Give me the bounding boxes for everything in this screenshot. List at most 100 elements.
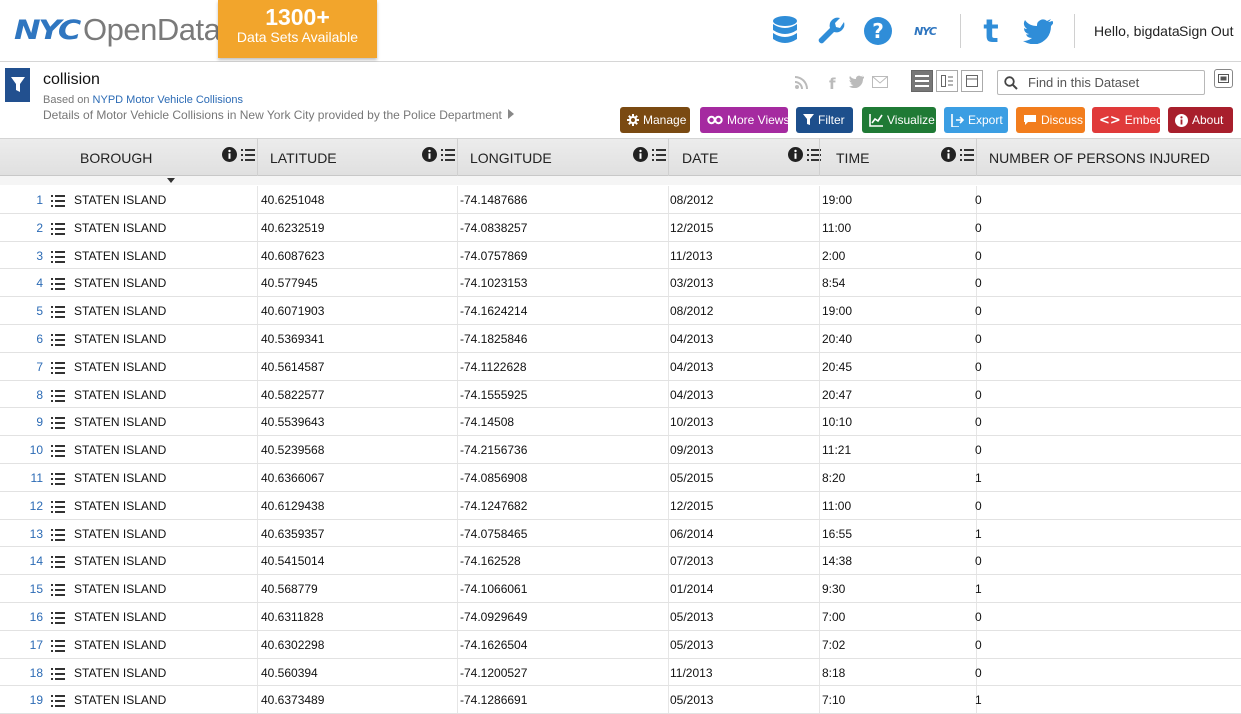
row-menu-icon[interactable] (51, 555, 65, 569)
cell-time[interactable]: 19:00 (822, 193, 853, 207)
fullscreen-button[interactable] (1214, 69, 1233, 88)
cell-longitude[interactable]: -74.0929649 (460, 609, 528, 624)
cell-latitude[interactable]: 40.5239568 (261, 443, 325, 458)
sign-out-link[interactable]: Sign Out (1179, 23, 1234, 39)
cell-borough[interactable]: STATEN ISLAND (74, 582, 167, 597)
cell-persons-injured[interactable]: 0 (975, 220, 982, 235)
cell-date[interactable]: 11/2013 (670, 248, 713, 263)
cell-longitude[interactable]: -74.1247682 (460, 498, 528, 513)
cell-latitude[interactable]: 40.560394 (261, 665, 318, 680)
cell-borough[interactable]: STATEN ISLAND (74, 637, 167, 652)
table-row[interactable]: 12 STATEN ISLAND 40.6129438 -74.1247682 12/2… (0, 491, 1241, 520)
help-icon[interactable]: ? (861, 14, 895, 48)
cell-time[interactable]: 7:10 (822, 693, 846, 708)
table-row[interactable]: 10 STATEN ISLAND 40.5239568 -74.2156736 09/2… (0, 436, 1241, 464)
cell-persons-injured[interactable]: 0 (975, 248, 982, 263)
table-row[interactable]: 11 STATEN ISLAND 40.6366067 -74.0856908 05/2… (0, 463, 1241, 492)
cell-borough[interactable]: STATEN ISLAND (74, 276, 167, 291)
row-number[interactable]: 16 (29, 609, 43, 624)
row-menu-icon[interactable] (51, 667, 65, 680)
column-header-time[interactable]: TIME (836, 139, 869, 176)
row-number[interactable]: 15 (29, 582, 43, 597)
column-header-longitude[interactable]: LONGITUDE (470, 139, 552, 176)
cell-persons-injured[interactable]: 1 (975, 526, 982, 541)
discuss-button[interactable]: Discuss (1016, 107, 1085, 133)
row-menu-icon[interactable] (51, 389, 65, 402)
table-row[interactable]: 4 STATEN ISLAND 40.577945 -74.1023153 03/201… (0, 269, 1241, 298)
cell-longitude[interactable]: -74.1066061 (460, 582, 528, 597)
table-row[interactable]: 1 STATEN ISLAND 40.6251048 -74.1487686 08/20… (0, 186, 1241, 214)
cell-time[interactable]: 11:00 (822, 220, 852, 235)
wrench-icon[interactable] (815, 14, 849, 48)
cell-borough[interactable]: STATEN ISLAND (74, 193, 167, 207)
row-menu-icon[interactable] (51, 305, 65, 319)
cell-longitude[interactable]: -74.1023153 (460, 276, 528, 291)
cell-longitude[interactable]: -74.1286691 (460, 693, 528, 708)
table-row[interactable]: 17 STATEN ISLAND 40.6302298 -74.1626504 05/2… (0, 630, 1241, 659)
manage-button[interactable]: Manage (620, 107, 690, 133)
cell-date[interactable]: 01/2014 (670, 582, 714, 597)
dataset-description[interactable]: Details of Motor Vehicle Collisions in N… (43, 108, 514, 122)
row-number[interactable]: 10 (29, 443, 43, 458)
table-row[interactable]: 15 STATEN ISLAND 40.568779 -74.1066061 01/20… (0, 575, 1241, 603)
cell-time[interactable]: 8:54 (822, 276, 846, 291)
cell-latitude[interactable]: 40.5614587 (261, 359, 325, 374)
cell-latitude[interactable]: 40.6129438 (261, 498, 325, 513)
row-menu-icon[interactable] (51, 250, 65, 263)
cell-persons-injured[interactable]: 1 (975, 470, 982, 485)
page-view-toggle[interactable] (936, 70, 958, 92)
cell-persons-injured[interactable]: 0 (975, 637, 982, 652)
nyc-icon[interactable]: NYC (914, 24, 937, 38)
cell-borough[interactable]: STATEN ISLAND (74, 387, 167, 402)
cell-time[interactable]: 11:00 (822, 498, 852, 513)
row-number[interactable]: 14 (29, 554, 43, 569)
cell-borough[interactable]: STATEN ISLAND (74, 304, 167, 319)
table-row[interactable]: 9 STATEN ISLAND 40.5539643 -74.14508 10/2013… (0, 408, 1241, 437)
cell-time[interactable]: 20:40 (822, 331, 853, 346)
cell-time[interactable]: 10:10 (822, 415, 853, 430)
expand-triangle-icon[interactable] (507, 109, 514, 119)
table-row[interactable]: 13 STATEN ISLAND 40.6359357 -74.0758465 06/2… (0, 519, 1241, 548)
cell-persons-injured[interactable]: 0 (975, 554, 982, 569)
column-info-icon[interactable] (788, 147, 803, 167)
row-menu-icon[interactable] (51, 583, 65, 597)
cell-borough[interactable]: STATEN ISLAND (74, 248, 167, 263)
cell-date[interactable]: 05/2013 (670, 637, 714, 652)
column-header-date[interactable]: DATE (682, 139, 718, 176)
cell-persons-injured[interactable]: 0 (975, 359, 982, 374)
column-menu-icon[interactable] (960, 148, 974, 166)
cell-longitude[interactable]: -74.1122628 (460, 359, 527, 374)
table-row[interactable]: 2 STATEN ISLAND 40.6232519 -74.0838257 12/20… (0, 213, 1241, 242)
cell-latitude[interactable]: 40.5822577 (261, 387, 325, 402)
cell-time[interactable]: 7:02 (822, 637, 846, 652)
column-menu-icon[interactable] (441, 148, 455, 166)
row-number[interactable]: 11 (30, 470, 43, 485)
cell-longitude[interactable]: -74.0757869 (460, 248, 528, 263)
column-menu-icon[interactable] (807, 148, 821, 166)
cell-persons-injured[interactable]: 0 (975, 415, 982, 430)
row-menu-icon[interactable] (51, 694, 65, 708)
table-row[interactable]: 5 STATEN ISLAND 40.6071903 -74.1624214 08/20… (0, 297, 1241, 325)
cell-latitude[interactable]: 40.6311828 (261, 609, 324, 624)
cell-date[interactable]: 11/2013 (670, 665, 713, 680)
cell-time[interactable]: 8:20 (822, 470, 846, 485)
cell-longitude[interactable]: -74.2156736 (460, 443, 528, 458)
row-menu-icon[interactable] (51, 277, 65, 291)
row-number[interactable]: 19 (29, 693, 43, 708)
search-input[interactable] (1028, 75, 1198, 90)
row-menu-icon[interactable] (51, 611, 65, 624)
cell-borough[interactable]: STATEN ISLAND (74, 609, 167, 624)
cell-latitude[interactable]: 40.6373489 (261, 693, 325, 708)
cell-borough[interactable]: STATEN ISLAND (74, 470, 167, 485)
cell-time[interactable]: 9:30 (822, 582, 846, 597)
column-info-icon[interactable] (633, 147, 648, 167)
row-number[interactable]: 7 (36, 359, 43, 374)
table-row[interactable]: 3 STATEN ISLAND 40.6087623 -74.0757869 11/20… (0, 241, 1241, 270)
cell-date[interactable]: 12/2015 (670, 220, 714, 235)
cell-persons-injured[interactable]: 0 (975, 304, 982, 319)
cell-persons-injured[interactable]: 0 (975, 331, 982, 346)
table-row[interactable]: 7 STATEN ISLAND 40.5614587 -74.1122628 04/20… (0, 352, 1241, 381)
twitter-icon[interactable] (1021, 14, 1055, 48)
row-number[interactable]: 3 (36, 248, 43, 263)
cell-latitude[interactable]: 40.568779 (261, 582, 318, 597)
